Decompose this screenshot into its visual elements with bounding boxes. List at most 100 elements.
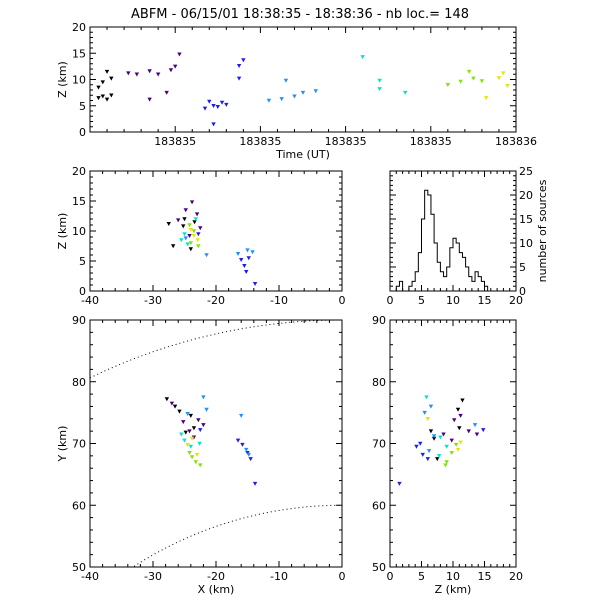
time-height-point bbox=[479, 79, 485, 84]
z-y-xtick-label: 10 bbox=[446, 570, 460, 583]
z-y-point bbox=[444, 460, 449, 465]
x-z-ytick-label: 10 bbox=[72, 225, 86, 238]
x-z-point bbox=[187, 234, 192, 238]
z-y-ytick-label: 90 bbox=[372, 314, 386, 327]
z-y-xtick-label: 5 bbox=[418, 570, 425, 583]
x-y-xtick-label: -40 bbox=[81, 570, 99, 583]
z-y-xtick-label: 0 bbox=[387, 570, 394, 583]
range-arc bbox=[133, 504, 343, 567]
x-z-point bbox=[181, 224, 186, 229]
z-y-point bbox=[458, 413, 463, 418]
time-height-point bbox=[377, 87, 382, 92]
x-z-point bbox=[242, 264, 247, 268]
z-y-point bbox=[453, 442, 459, 447]
z-y-point bbox=[435, 457, 440, 462]
x-z-point bbox=[170, 244, 176, 249]
time-height-xtick-label: 183835 bbox=[239, 135, 281, 148]
time-height-point bbox=[215, 105, 220, 109]
x-z-point bbox=[195, 238, 200, 243]
histogram-ytick-label: 5 bbox=[519, 261, 526, 274]
z-y-point bbox=[460, 398, 465, 403]
time-height-ytick-label: 5 bbox=[79, 100, 86, 113]
z-y-point bbox=[452, 418, 457, 423]
x-z-point bbox=[187, 223, 192, 228]
x-y-point bbox=[189, 436, 195, 441]
z-y-point bbox=[441, 432, 446, 437]
x-y-frame bbox=[89, 319, 343, 568]
z-y-point bbox=[431, 434, 437, 439]
x-z-point bbox=[198, 226, 203, 231]
time-height-point bbox=[155, 72, 161, 77]
time-height-point bbox=[403, 90, 408, 95]
histogram-ytick-label: 15 bbox=[519, 213, 533, 226]
x-y-point bbox=[177, 409, 182, 414]
histogram-bars bbox=[390, 189, 516, 292]
time-height-frame bbox=[89, 26, 517, 133]
z-y-point bbox=[455, 447, 461, 452]
time-height-point bbox=[96, 96, 101, 101]
x-z-point bbox=[188, 247, 193, 252]
time-height-xtick-label: 183836 bbox=[495, 135, 537, 148]
x-z-point bbox=[183, 208, 188, 213]
time-height-xlabel: Time (UT) bbox=[275, 148, 330, 161]
time-height-point bbox=[100, 80, 105, 85]
x-y-point bbox=[191, 426, 197, 431]
time-height-point bbox=[313, 89, 318, 94]
x-y-point bbox=[196, 418, 201, 423]
z-y-point bbox=[431, 436, 437, 441]
x-y-point bbox=[181, 420, 186, 425]
histogram-ylabel: number of sources bbox=[536, 179, 549, 282]
z-y-point bbox=[481, 428, 486, 433]
x-y-point bbox=[185, 442, 190, 447]
time-height-point bbox=[266, 98, 272, 103]
x-z-point bbox=[182, 217, 187, 222]
histogram-xtick-label: 10 bbox=[446, 294, 460, 307]
z-y-point bbox=[438, 435, 443, 440]
z-y-point bbox=[414, 444, 419, 449]
x-y-panel: -40 -30 -20 -10 0 50 60 70 80 90 X (km) Y (km) bbox=[56, 314, 346, 596]
x-z-xtick-label: 0 bbox=[339, 294, 346, 307]
z-y-xtick-label: 20 bbox=[509, 570, 523, 583]
z-y-point bbox=[397, 481, 402, 486]
x-z-point bbox=[194, 212, 200, 217]
time-height-point bbox=[279, 97, 284, 102]
z-y-point bbox=[449, 450, 454, 455]
z-y-point bbox=[436, 454, 442, 459]
z-y-point bbox=[458, 440, 463, 445]
range-arc bbox=[89, 319, 343, 379]
x-y-point bbox=[201, 395, 206, 400]
x-y-xtick-label: -20 bbox=[207, 570, 225, 583]
x-y-point bbox=[189, 455, 195, 460]
x-y-ytick-label: 60 bbox=[72, 499, 86, 512]
histogram-ytick-label: 0 bbox=[519, 285, 526, 298]
x-y-point bbox=[198, 463, 203, 468]
x-z-frame bbox=[89, 170, 343, 292]
x-z-point bbox=[239, 258, 244, 262]
time-height-ytick-label: 10 bbox=[72, 74, 86, 87]
z-y-frame bbox=[389, 319, 517, 568]
time-height-point bbox=[483, 96, 489, 101]
time-height-point bbox=[147, 69, 152, 74]
x-y-point bbox=[172, 404, 178, 409]
x-y-ytick-label: 50 bbox=[72, 561, 86, 574]
time-height-point bbox=[168, 68, 174, 73]
x-y-point bbox=[164, 397, 170, 402]
x-z-point bbox=[192, 220, 197, 225]
x-y-ytick-label: 80 bbox=[72, 376, 86, 389]
z-y-point bbox=[426, 449, 432, 454]
time-height-point bbox=[236, 64, 242, 69]
time-height-point bbox=[207, 99, 212, 104]
x-y-point bbox=[201, 423, 206, 428]
time-height-point bbox=[109, 76, 114, 81]
x-z-point bbox=[193, 217, 199, 222]
x-y-point bbox=[239, 413, 244, 418]
x-z-point bbox=[191, 234, 197, 238]
x-z-point bbox=[188, 228, 193, 232]
x-z-point bbox=[252, 282, 258, 286]
time-height-point bbox=[236, 76, 242, 81]
time-height-xtick-label: 183835 bbox=[325, 135, 367, 148]
time-height-ytick-label: 20 bbox=[72, 21, 86, 34]
x-z-point bbox=[196, 244, 201, 249]
